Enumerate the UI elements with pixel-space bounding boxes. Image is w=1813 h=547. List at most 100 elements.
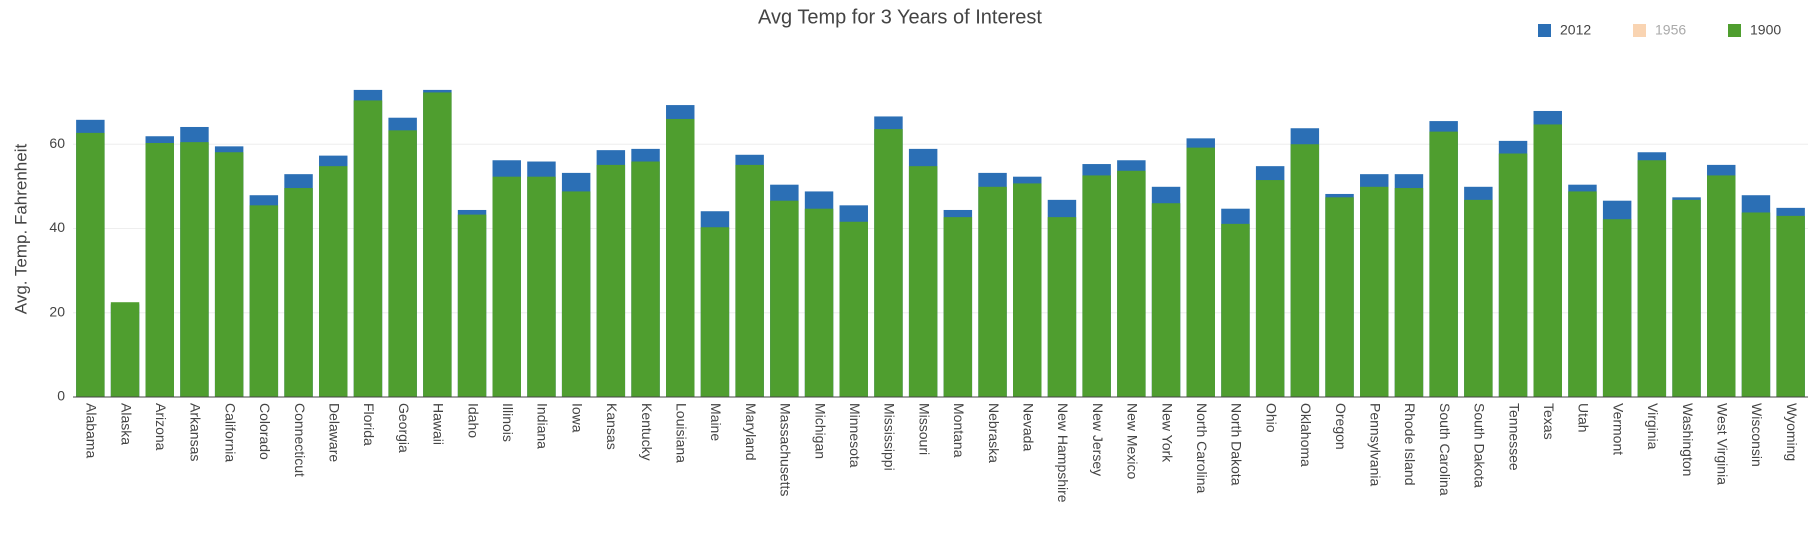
bar bbox=[110, 302, 140, 397]
bar bbox=[770, 200, 799, 397]
x-tick-label: West Virginia bbox=[1715, 403, 1731, 485]
bar bbox=[527, 176, 556, 397]
x-tick-label: Connecticut bbox=[292, 403, 308, 477]
bar bbox=[1325, 197, 1354, 397]
bar bbox=[1117, 170, 1146, 397]
bar bbox=[353, 100, 383, 397]
x-tick-label: Alabama bbox=[84, 403, 100, 458]
legend-label: 2012 bbox=[1560, 22, 1591, 38]
bar bbox=[319, 166, 348, 397]
bar bbox=[1464, 199, 1493, 397]
bar bbox=[1498, 153, 1528, 397]
x-tick-label: Michigan bbox=[812, 403, 828, 459]
x-tick-label: Washington bbox=[1680, 403, 1696, 476]
bar bbox=[804, 208, 834, 397]
x-tick-label: Ohio bbox=[1263, 403, 1279, 433]
x-tick-label: Oregon bbox=[1333, 403, 1349, 450]
x-tick-label: Nevada bbox=[1021, 403, 1037, 451]
bar bbox=[180, 142, 209, 397]
y-tick-label: 0 bbox=[57, 388, 65, 404]
bar bbox=[1013, 183, 1042, 397]
bar bbox=[631, 161, 660, 397]
bar bbox=[1741, 212, 1771, 397]
bar bbox=[874, 129, 903, 397]
x-tick-label: Alaska bbox=[118, 403, 134, 445]
x-tick-label: Minnesota bbox=[847, 403, 863, 468]
bar bbox=[1186, 147, 1215, 397]
x-tick-label: Wyoming bbox=[1784, 403, 1800, 461]
bar bbox=[1707, 175, 1736, 397]
legend-swatch bbox=[1538, 24, 1551, 37]
bar bbox=[284, 188, 313, 397]
bar bbox=[1047, 217, 1077, 397]
x-tick-label: Georgia bbox=[396, 403, 412, 453]
bar bbox=[492, 176, 521, 397]
x-tick-label: Wisconsin bbox=[1749, 403, 1765, 467]
bar bbox=[423, 92, 452, 397]
x-tick-label: Massachusetts bbox=[778, 403, 794, 496]
x-tick-label: Arizona bbox=[153, 403, 169, 451]
x-tick-label: New Hampshire bbox=[1055, 403, 1071, 503]
x-tick-label: Iowa bbox=[569, 403, 585, 433]
bar bbox=[1637, 160, 1667, 397]
x-tick-label: Hawaii bbox=[431, 403, 447, 445]
bar bbox=[145, 142, 174, 397]
y-tick-label: 60 bbox=[49, 135, 65, 151]
bar bbox=[596, 164, 626, 397]
x-tick-label: Utah bbox=[1576, 403, 1592, 433]
x-tick-label: South Dakota bbox=[1472, 403, 1488, 488]
x-tick-label: Louisiana bbox=[674, 403, 690, 463]
x-tick-label: Tennessee bbox=[1506, 403, 1522, 471]
bar bbox=[1290, 144, 1320, 397]
x-tick-label: Vermont bbox=[1610, 403, 1626, 455]
bar bbox=[457, 214, 487, 397]
x-tick-label: New Mexico bbox=[1125, 403, 1141, 479]
x-tick-label: Indiana bbox=[535, 403, 551, 449]
bar bbox=[839, 221, 868, 397]
x-tick-label: Illinois bbox=[500, 403, 516, 442]
x-tick-label: Arkansas bbox=[188, 403, 204, 461]
bar bbox=[943, 217, 973, 397]
x-tick-label: North Carolina bbox=[1194, 403, 1210, 493]
bar bbox=[249, 205, 279, 397]
x-tick-label: Oklahoma bbox=[1298, 403, 1314, 467]
bar bbox=[1533, 124, 1562, 398]
x-tick-label: Virginia bbox=[1645, 403, 1661, 450]
x-tick-label: Florida bbox=[361, 403, 377, 446]
x-tick-label: Rhode Island bbox=[1402, 403, 1418, 486]
x-tick-label: Maryland bbox=[743, 403, 759, 461]
x-tick-label: Delaware bbox=[327, 403, 343, 462]
bar bbox=[1429, 131, 1458, 398]
x-tick-label: New Jersey bbox=[1090, 403, 1106, 476]
x-tick-label: North Dakota bbox=[1229, 403, 1245, 486]
legend-swatch bbox=[1728, 24, 1741, 37]
bar bbox=[1255, 180, 1285, 397]
legend-label: 1956 bbox=[1655, 22, 1686, 38]
bar bbox=[735, 164, 764, 397]
x-tick-label: Pennsylvania bbox=[1368, 403, 1384, 486]
bar bbox=[978, 186, 1007, 397]
x-tick-label: New York bbox=[1159, 403, 1175, 463]
chart-title: Avg Temp for 3 Years of Interest bbox=[758, 6, 1042, 28]
y-tick-label: 40 bbox=[49, 219, 65, 235]
x-tick-label: Nebraska bbox=[986, 403, 1002, 463]
x-tick-label: South Carolina bbox=[1437, 403, 1453, 496]
bar bbox=[1602, 219, 1632, 397]
x-tick-label: Missouri bbox=[916, 403, 932, 455]
bar bbox=[1776, 215, 1805, 397]
x-tick-label: Colorado bbox=[257, 403, 273, 460]
x-tick-label: Idaho bbox=[465, 403, 481, 438]
bar bbox=[1151, 203, 1181, 397]
x-tick-label: Mississippi bbox=[882, 403, 898, 471]
bar bbox=[700, 227, 730, 397]
legend-swatch bbox=[1633, 24, 1646, 37]
bar bbox=[1394, 188, 1424, 397]
x-tick-label: Kentucky bbox=[639, 403, 655, 461]
bar bbox=[1568, 191, 1597, 397]
x-tick-label: Texas bbox=[1541, 403, 1557, 440]
bar bbox=[561, 191, 591, 397]
bar bbox=[908, 166, 938, 397]
bar bbox=[1672, 199, 1701, 397]
legend-label: 1900 bbox=[1750, 22, 1781, 38]
